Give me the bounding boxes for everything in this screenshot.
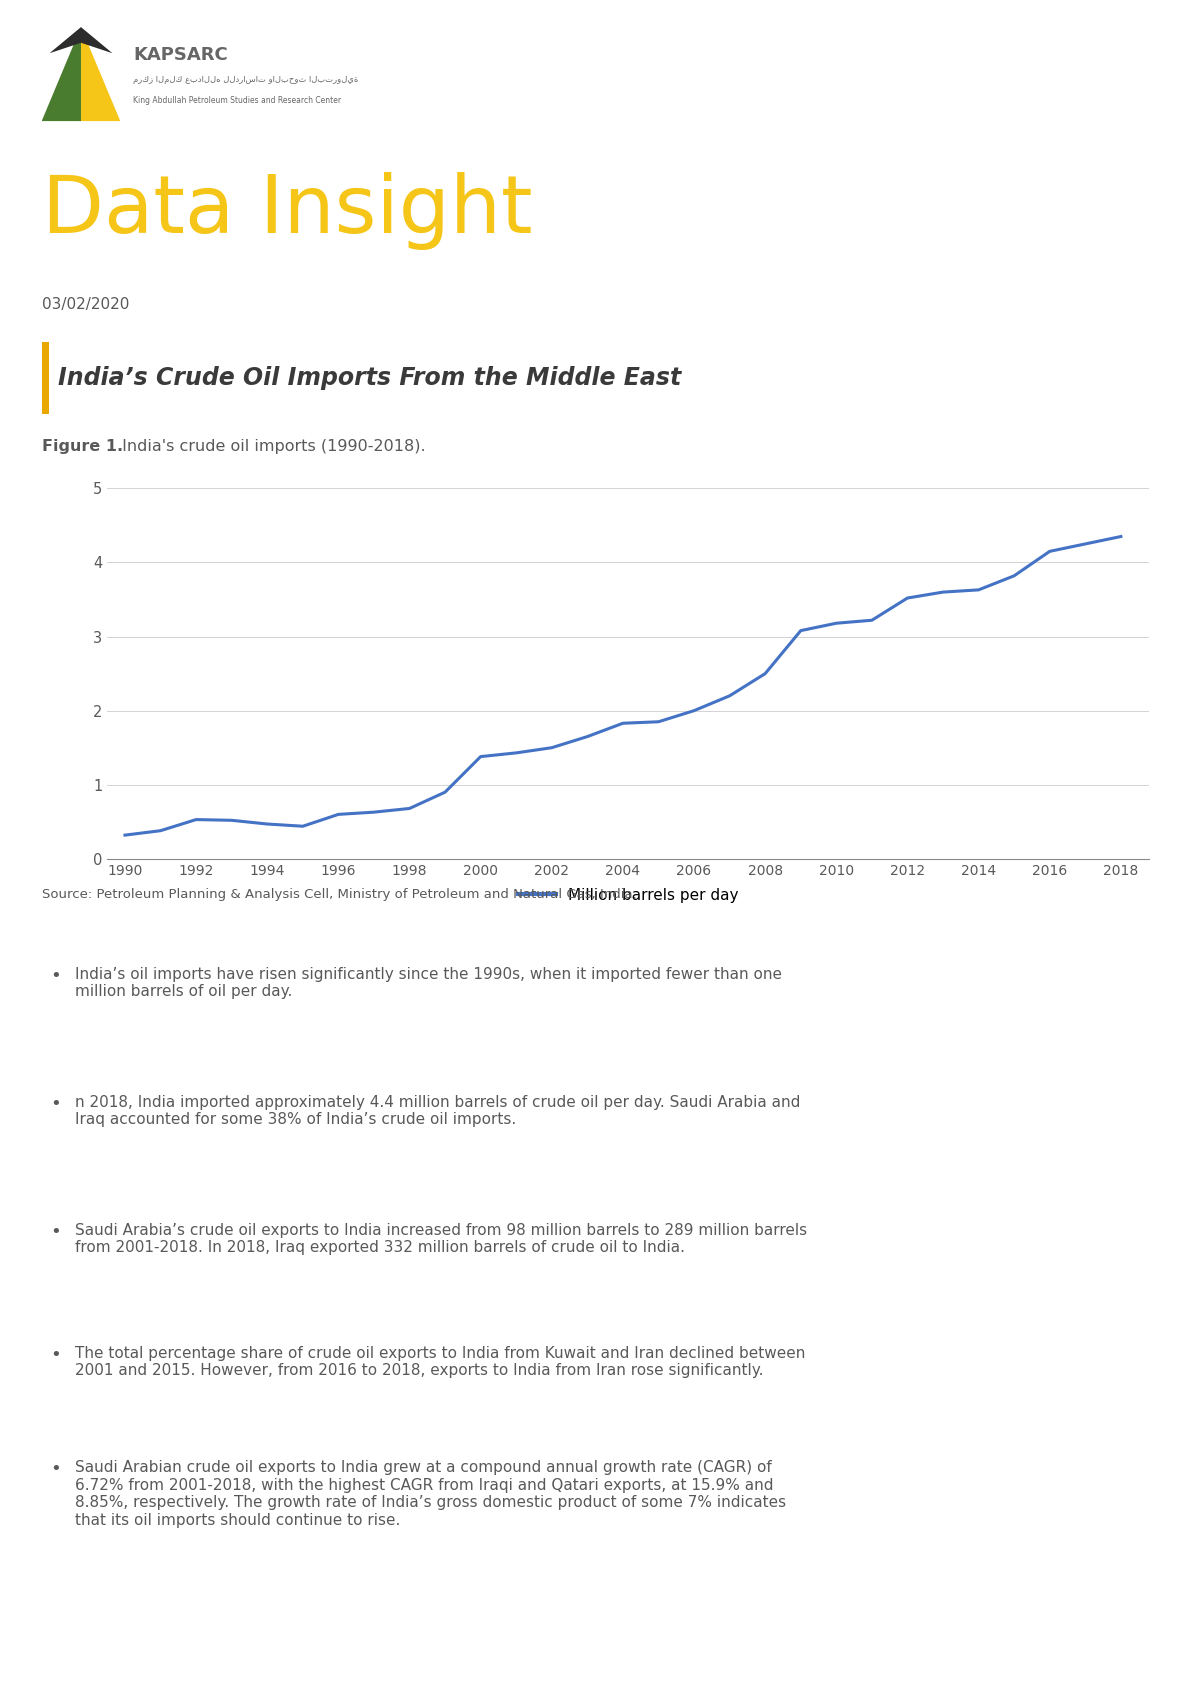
Text: Data Insight: Data Insight (42, 172, 532, 251)
Text: Figure 1.: Figure 1. (42, 440, 123, 453)
Text: 03/02/2020: 03/02/2020 (42, 298, 129, 312)
Text: •: • (50, 967, 61, 985)
Polygon shape (50, 27, 112, 54)
Text: •: • (50, 1223, 61, 1241)
Polygon shape (81, 27, 120, 121)
Text: Source: Petroleum Planning & Analysis Cell, Ministry of Petroleum and Natural Ga: Source: Petroleum Planning & Analysis Ce… (42, 887, 636, 901)
Text: India’s oil imports have risen significantly since the 1990s, when it imported f: India’s oil imports have risen significa… (75, 967, 782, 999)
Text: Saudi Arabia’s crude oil exports to India increased from 98 million barrels to 2: Saudi Arabia’s crude oil exports to Indi… (75, 1223, 807, 1255)
Text: Saudi Arabian crude oil exports to India grew at a compound annual growth rate (: Saudi Arabian crude oil exports to India… (75, 1460, 786, 1527)
Text: •: • (50, 1460, 61, 1479)
Text: King Abdullah Petroleum Studies and Research Center: King Abdullah Petroleum Studies and Rese… (133, 96, 342, 104)
Bar (42, 342, 50, 414)
Text: KAPSARC: KAPSARC (133, 45, 229, 64)
Text: India’s Crude Oil Imports From the Middle East: India’s Crude Oil Imports From the Middl… (58, 365, 681, 391)
Text: •: • (50, 1095, 61, 1113)
Text: n 2018, India imported approximately 4.4 million barrels of crude oil per day. S: n 2018, India imported approximately 4.4… (75, 1095, 800, 1127)
Polygon shape (42, 27, 81, 121)
Text: •: • (50, 1346, 61, 1364)
Text: India's crude oil imports (1990-2018).: India's crude oil imports (1990-2018). (117, 440, 425, 453)
Text: The total percentage share of crude oil exports to India from Kuwait and Iran de: The total percentage share of crude oil … (75, 1346, 805, 1378)
Legend: Million barrels per day: Million barrels per day (512, 881, 744, 909)
Text: مركز الملك عبدالله للدراسات والبحوث البترولية: مركز الملك عبدالله للدراسات والبحوث البت… (133, 74, 358, 84)
